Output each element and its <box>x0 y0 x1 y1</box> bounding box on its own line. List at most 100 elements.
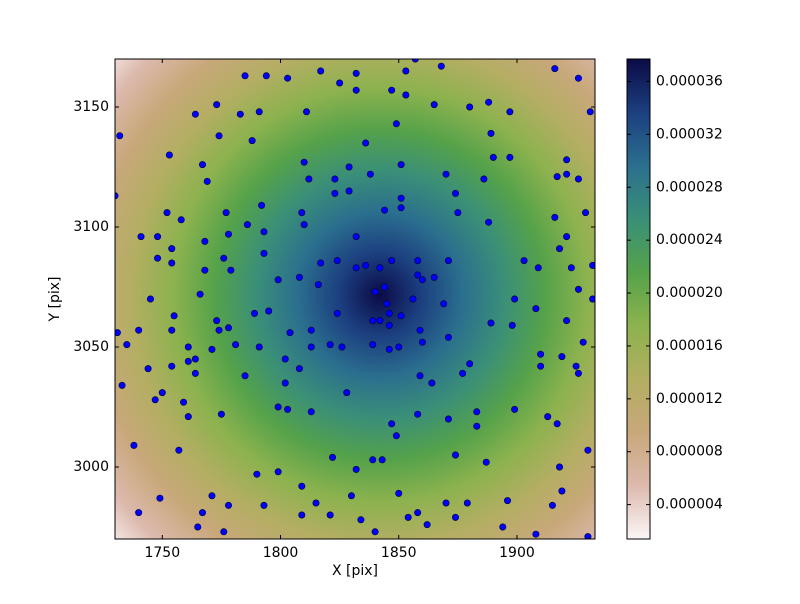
point <box>215 326 223 334</box>
point <box>352 69 360 77</box>
point <box>383 300 391 308</box>
point <box>281 379 289 387</box>
point <box>224 501 232 509</box>
point <box>314 281 322 289</box>
point <box>397 312 405 320</box>
point <box>404 513 412 521</box>
point <box>388 86 396 94</box>
point <box>241 372 249 380</box>
point <box>352 264 360 272</box>
point <box>414 257 422 265</box>
point <box>459 369 467 377</box>
point <box>281 355 289 363</box>
point <box>265 307 273 315</box>
point <box>168 362 176 370</box>
point <box>329 453 337 461</box>
point <box>215 132 223 140</box>
point <box>589 261 595 269</box>
x-axis-label: X [pix] <box>332 563 378 579</box>
y-tick-label: 3150 <box>73 99 109 115</box>
point <box>260 249 268 257</box>
point <box>466 360 474 368</box>
point <box>366 170 374 178</box>
point <box>440 300 448 308</box>
point <box>385 309 393 317</box>
point <box>165 151 173 159</box>
point <box>260 501 268 509</box>
point <box>274 276 282 284</box>
point <box>537 362 545 370</box>
point <box>198 509 206 517</box>
point <box>487 319 495 327</box>
point <box>376 317 384 325</box>
point <box>203 177 211 185</box>
point <box>343 389 351 397</box>
point <box>371 288 379 296</box>
point <box>284 74 292 82</box>
point <box>227 266 235 274</box>
point <box>378 456 386 464</box>
point <box>369 341 377 349</box>
point <box>251 309 259 317</box>
point <box>357 516 365 524</box>
point <box>220 528 228 536</box>
point <box>300 158 308 166</box>
point <box>574 74 582 82</box>
point <box>423 521 431 529</box>
x-tick-label: 1800 <box>263 545 299 561</box>
point <box>177 216 185 224</box>
point <box>151 396 159 404</box>
point <box>551 65 559 73</box>
point <box>331 175 339 183</box>
point <box>589 295 595 303</box>
point <box>473 422 481 430</box>
point <box>388 420 396 428</box>
point <box>388 257 396 265</box>
point <box>442 499 450 507</box>
point <box>194 523 202 531</box>
point <box>144 365 152 373</box>
point <box>466 103 474 111</box>
point <box>416 326 424 334</box>
point <box>168 259 176 267</box>
point <box>480 175 488 183</box>
point <box>116 132 124 140</box>
point <box>317 67 325 75</box>
point <box>574 175 582 183</box>
point <box>184 357 192 365</box>
point <box>463 499 471 507</box>
point <box>563 233 571 241</box>
y-tick-label: 3050 <box>73 339 109 355</box>
point <box>184 413 192 421</box>
point <box>402 67 410 75</box>
point <box>376 264 384 272</box>
point <box>156 494 164 502</box>
point <box>201 237 209 245</box>
point <box>130 441 138 449</box>
point <box>312 499 320 507</box>
y-tick-label: 3000 <box>73 459 109 475</box>
point <box>371 528 379 536</box>
point <box>180 398 188 406</box>
point <box>333 309 341 317</box>
point <box>553 173 561 181</box>
point <box>532 530 540 538</box>
point <box>307 408 315 416</box>
point <box>418 276 426 284</box>
point <box>556 245 564 253</box>
point <box>558 487 566 495</box>
point <box>444 415 452 423</box>
point <box>563 156 571 164</box>
x-tick-label: 1900 <box>499 545 535 561</box>
point <box>243 221 251 229</box>
point <box>258 201 266 209</box>
point <box>369 456 377 464</box>
colorbar-tick-label: 0.000004 <box>656 497 723 513</box>
point <box>345 187 353 195</box>
point <box>430 273 438 281</box>
point <box>534 264 542 272</box>
point <box>236 110 244 118</box>
x-tick-label: 1750 <box>144 545 180 561</box>
point <box>352 233 360 241</box>
